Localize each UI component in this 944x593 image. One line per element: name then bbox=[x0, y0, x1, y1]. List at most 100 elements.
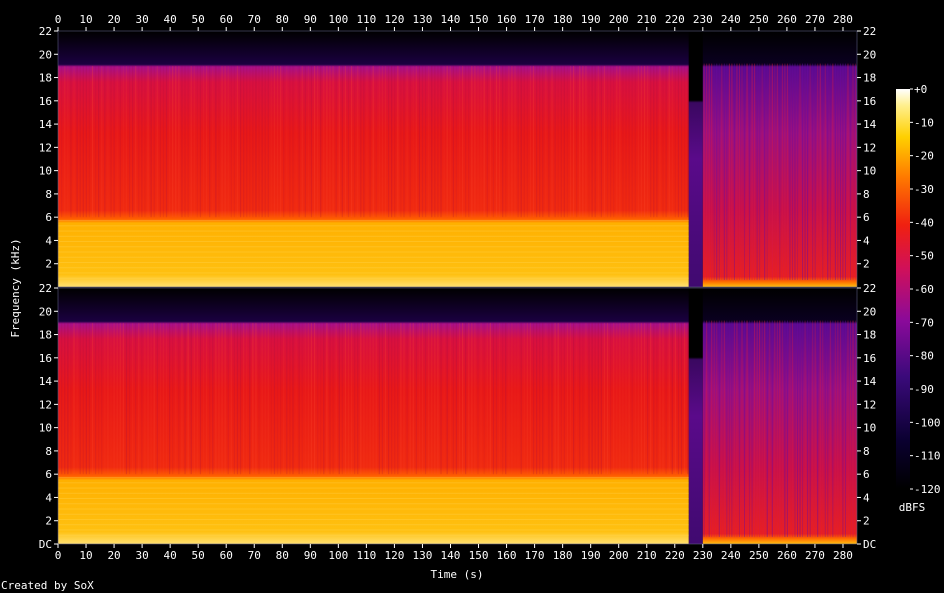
colorbar-tick-label: -90 bbox=[914, 383, 934, 396]
x-tick-label-bottom: 100 bbox=[328, 549, 348, 562]
texture-streak bbox=[458, 65, 461, 218]
texture-streak bbox=[631, 322, 633, 475]
channel-2-frame bbox=[57, 287, 858, 545]
texture-streak bbox=[85, 322, 87, 475]
x-tick-label-top: 80 bbox=[276, 13, 289, 26]
texture-streak bbox=[495, 322, 498, 475]
texture-streak bbox=[409, 65, 411, 218]
colorbar-tick-label: -100 bbox=[914, 416, 941, 429]
texture-streak bbox=[326, 65, 328, 218]
texture-streak bbox=[363, 65, 365, 218]
x-axis-top: 0 10 20 30 40 50 60 70 80 90 100 110 120 130 140 150 160… bbox=[55, 13, 853, 31]
y-tick-label-left: 14 bbox=[39, 375, 53, 388]
texture-streak bbox=[406, 65, 408, 218]
texture-streak bbox=[178, 322, 180, 475]
texture-streak bbox=[465, 65, 467, 218]
texture-streak bbox=[789, 63, 791, 281]
y-tick-label-left: 8 bbox=[45, 188, 52, 201]
texture-streak bbox=[723, 320, 725, 538]
x-tick-label-top: 280 bbox=[833, 13, 853, 26]
texture-streak bbox=[498, 65, 501, 218]
texture-streak bbox=[169, 322, 171, 475]
texture-streak bbox=[560, 322, 562, 475]
texture-streak bbox=[415, 322, 417, 475]
texture-streak bbox=[255, 65, 257, 218]
texture-streak bbox=[421, 65, 424, 218]
texture-streak bbox=[634, 65, 636, 218]
channel-2-spectrogram bbox=[57, 287, 858, 545]
texture-streak bbox=[687, 322, 689, 475]
texture-streak bbox=[665, 322, 667, 475]
texture-streak bbox=[125, 65, 128, 218]
texture-streak bbox=[711, 320, 713, 538]
texture-streak bbox=[764, 320, 766, 538]
texture-streak bbox=[344, 322, 346, 475]
texture-streak bbox=[338, 322, 340, 475]
texture-streak bbox=[363, 322, 365, 475]
texture-streak bbox=[286, 65, 288, 218]
texture-streak bbox=[261, 65, 263, 218]
texture-streak bbox=[246, 322, 248, 475]
texture-streak bbox=[855, 63, 857, 281]
texture-streak bbox=[461, 65, 464, 218]
texture-streak bbox=[98, 322, 100, 475]
texture-streak bbox=[61, 65, 63, 218]
texture-streak bbox=[708, 320, 710, 538]
texture-streak bbox=[215, 65, 217, 218]
texture-streak bbox=[243, 322, 245, 475]
x-tick-label-bottom: 220 bbox=[665, 549, 685, 562]
texture-streak bbox=[230, 322, 232, 475]
texture-streak bbox=[582, 322, 584, 475]
texture-streak bbox=[492, 65, 495, 218]
texture-streak bbox=[292, 65, 294, 218]
texture-band bbox=[58, 529, 689, 531]
colorbar-tick-label: -120 bbox=[914, 483, 941, 496]
texture-streak bbox=[310, 322, 313, 475]
texture-streak bbox=[799, 320, 801, 538]
texture-streak bbox=[834, 63, 836, 281]
texture-band bbox=[58, 267, 689, 269]
x-tick-label-top: 90 bbox=[304, 13, 317, 26]
texture-streak bbox=[212, 65, 214, 218]
texture-streak bbox=[468, 65, 470, 218]
x-tick-label-bottom: 260 bbox=[777, 549, 797, 562]
texture-streak bbox=[744, 320, 746, 538]
texture-band bbox=[58, 235, 689, 237]
texture-streak bbox=[628, 322, 630, 475]
texture-streak bbox=[837, 320, 839, 538]
texture-streak bbox=[812, 320, 814, 538]
y-tick-label-right: 20 bbox=[863, 48, 876, 61]
y-tick-label-left: 2 bbox=[45, 258, 52, 271]
texture-streak bbox=[301, 65, 303, 218]
texture-streak bbox=[400, 322, 402, 475]
texture-streak bbox=[372, 65, 374, 218]
y-tick-label-right: 4 bbox=[863, 234, 870, 247]
texture-streak bbox=[517, 322, 519, 475]
texture-streak bbox=[807, 320, 809, 538]
y-tick-label-right: 16 bbox=[863, 95, 876, 108]
x-tick-label-bottom: 150 bbox=[469, 549, 489, 562]
x-tick-label-top: 130 bbox=[413, 13, 433, 26]
texture-streak bbox=[804, 63, 806, 281]
texture-streak bbox=[249, 65, 251, 218]
texture-streak bbox=[91, 322, 94, 475]
texture-streak bbox=[375, 322, 377, 475]
texture-streak bbox=[597, 65, 599, 218]
channel-1-segment-1 bbox=[58, 31, 689, 287]
y-tick-label-left: 12 bbox=[39, 141, 52, 154]
texture-streak bbox=[360, 65, 362, 218]
texture-streak bbox=[713, 320, 715, 538]
texture-streak bbox=[489, 65, 491, 218]
texture-streak bbox=[196, 65, 198, 218]
y-tick-label-right: 12 bbox=[863, 141, 876, 154]
texture-streak bbox=[128, 65, 131, 218]
y-axis-label: Frequency (kHz) bbox=[9, 238, 22, 337]
texture-streak bbox=[384, 322, 387, 475]
texture-streak bbox=[255, 322, 257, 475]
texture-streak bbox=[594, 65, 596, 218]
texture-band bbox=[58, 277, 689, 279]
texture-streak bbox=[313, 65, 316, 218]
texture-streak bbox=[70, 322, 72, 475]
texture-streak bbox=[776, 320, 778, 538]
texture-streak bbox=[591, 322, 593, 475]
